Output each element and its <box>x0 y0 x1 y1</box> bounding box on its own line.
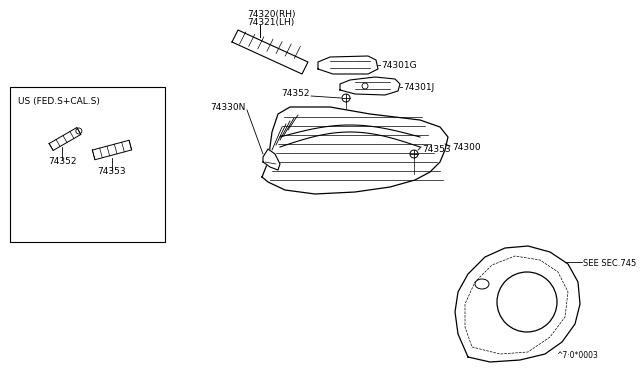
Text: 74321(LH): 74321(LH) <box>247 19 294 28</box>
Text: 74353: 74353 <box>422 144 451 154</box>
Text: 74301J: 74301J <box>403 83 435 93</box>
Bar <box>10 87 165 242</box>
Text: 74352: 74352 <box>48 157 76 167</box>
Circle shape <box>497 272 557 332</box>
Ellipse shape <box>475 279 489 289</box>
Text: 74301G: 74301G <box>381 61 417 71</box>
Text: US (FED.S+CAL.S): US (FED.S+CAL.S) <box>18 97 100 106</box>
Text: SEE SEC.745: SEE SEC.745 <box>583 260 636 269</box>
Polygon shape <box>232 30 308 74</box>
Polygon shape <box>318 56 378 74</box>
Text: 74330N: 74330N <box>211 103 246 112</box>
Text: 74352: 74352 <box>282 90 310 99</box>
Text: 74300: 74300 <box>452 142 481 151</box>
Polygon shape <box>340 77 400 95</box>
Text: 74353: 74353 <box>98 167 126 176</box>
Polygon shape <box>455 246 580 362</box>
Polygon shape <box>262 107 448 194</box>
Polygon shape <box>263 149 280 170</box>
Text: ^7·0*0003: ^7·0*0003 <box>556 351 598 360</box>
Text: 74320(RH): 74320(RH) <box>247 10 296 19</box>
